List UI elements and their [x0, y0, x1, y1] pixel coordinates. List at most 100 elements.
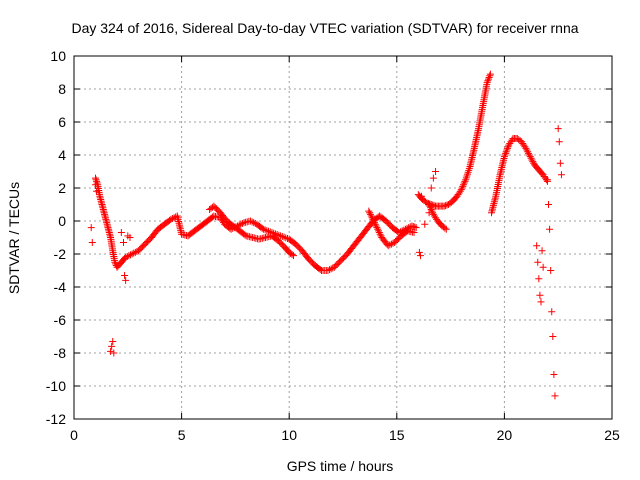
data-point [108, 342, 116, 350]
data-point [290, 252, 298, 260]
data-point [442, 225, 450, 233]
data-point [429, 174, 437, 182]
y-tick-label: -4 [54, 279, 67, 295]
data-point [550, 370, 558, 378]
data-point [410, 229, 418, 237]
data-point [425, 201, 433, 208]
data-point [237, 220, 245, 228]
data-point [130, 249, 138, 257]
data-point [241, 231, 249, 239]
data-point [525, 149, 533, 157]
data-point [483, 78, 491, 86]
data-point [500, 153, 508, 161]
data-point [167, 215, 175, 223]
y-tick-label: 0 [58, 213, 66, 229]
plot-frame [73, 55, 613, 420]
data-point [128, 250, 136, 258]
data-point [87, 224, 95, 232]
x-tick-label: 25 [604, 427, 620, 443]
data-point [372, 222, 380, 230]
data-point [324, 267, 332, 274]
data-point [258, 224, 266, 232]
data-point [556, 159, 564, 167]
data-point [278, 233, 286, 241]
data-point [288, 251, 296, 259]
data-point [123, 252, 131, 260]
data-point [523, 146, 531, 154]
data-point [526, 153, 534, 161]
data-point [92, 176, 100, 184]
data-point [428, 207, 436, 215]
data-point [327, 265, 335, 273]
x-tick-label: 20 [497, 427, 513, 443]
series-dense-arc-2 [206, 202, 298, 260]
series-dense-arc-3 [365, 207, 418, 250]
data-point [426, 202, 434, 210]
data-point [259, 225, 267, 233]
data-point [457, 186, 465, 194]
data-point [554, 125, 562, 133]
x-tick-label: 15 [389, 427, 405, 443]
data-point [109, 337, 117, 345]
data-point [386, 241, 394, 249]
data-point [126, 251, 134, 259]
y-tick-label: 10 [50, 48, 66, 64]
y-axis-label: SDTVAR / TECUs [6, 182, 22, 294]
y-tick-label: -8 [54, 345, 67, 361]
data-point [110, 349, 118, 357]
data-point [427, 184, 435, 192]
data-point [375, 229, 383, 237]
x-tick-label: 10 [281, 427, 297, 443]
data-point [503, 146, 511, 154]
data-point [549, 333, 557, 340]
data-point [131, 248, 139, 256]
data-point [486, 72, 494, 80]
data-point [251, 219, 259, 227]
data-point [93, 179, 101, 187]
y-tick-label: -12 [46, 411, 66, 427]
data-point [539, 263, 547, 271]
data-point [557, 171, 565, 179]
chart-title: Day 324 of 2016, Sidereal Day-to-day VTE… [71, 20, 578, 36]
data-point [485, 73, 493, 81]
data-point [366, 209, 374, 217]
data-point [263, 227, 271, 235]
data-point [88, 238, 96, 246]
data-point [93, 187, 101, 195]
data-point [326, 266, 334, 274]
data-point [122, 253, 130, 261]
data-point [538, 247, 546, 255]
data-point [92, 174, 100, 182]
data-point [527, 154, 535, 162]
data-point [370, 219, 378, 227]
data-point [168, 215, 176, 223]
data-point [374, 225, 382, 233]
data-point [126, 234, 134, 241]
data-point [535, 275, 543, 283]
data-point [486, 70, 494, 78]
data-point [430, 202, 438, 210]
plot-border [73, 55, 613, 420]
series-dense-arc-1 [92, 174, 420, 274]
y-tick-label: 8 [58, 81, 66, 97]
data-point [370, 217, 378, 225]
data-point [92, 181, 100, 189]
data-point [416, 252, 424, 260]
data-point [551, 392, 559, 400]
data-point [411, 223, 419, 231]
data-point [369, 215, 377, 223]
data-point [543, 176, 551, 184]
data-point [316, 266, 324, 274]
data-point [408, 222, 416, 230]
data-point [442, 202, 450, 210]
data-point [387, 240, 395, 248]
data-point [461, 177, 469, 185]
data-point [277, 232, 285, 240]
data-point [93, 177, 101, 185]
data-point [246, 217, 254, 225]
data-point [122, 276, 130, 284]
y-tick-label: -6 [54, 312, 67, 328]
data-point [119, 238, 127, 246]
